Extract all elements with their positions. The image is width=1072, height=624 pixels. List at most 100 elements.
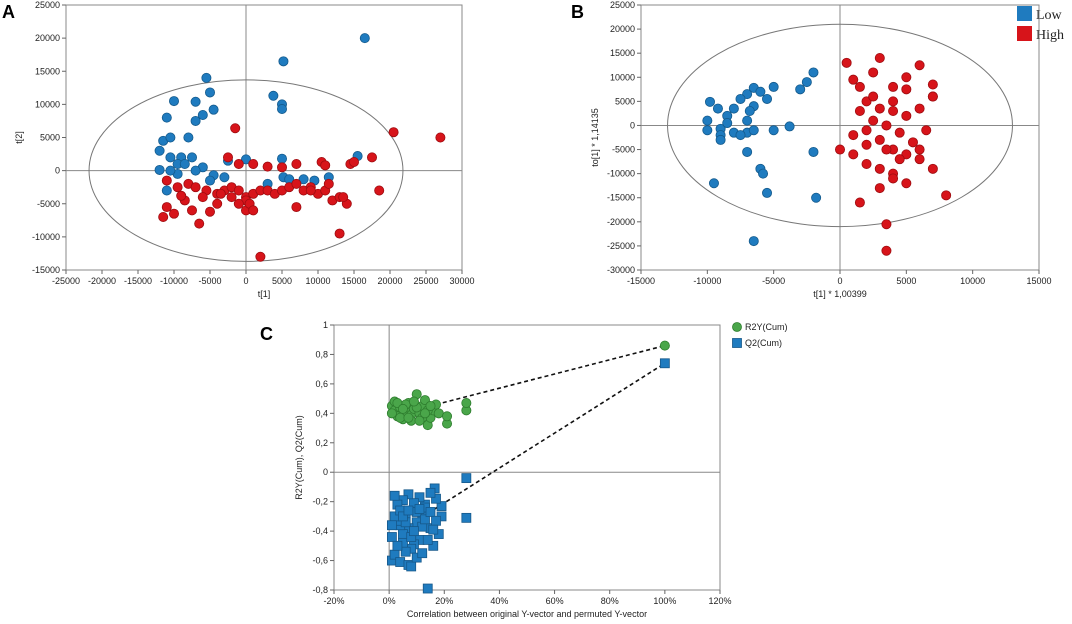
panel-c-q2-cum-point	[461, 473, 472, 484]
panel-a-high-point	[320, 160, 331, 171]
panel-c-ytick-label: 0,2	[315, 438, 328, 448]
panel-a-low-point	[298, 174, 309, 185]
panel-b-high-point	[881, 219, 892, 230]
panel-b-ytick-label: 5000	[615, 96, 635, 106]
panel-a-low-point	[219, 172, 230, 183]
panel-a-xtick-label: 30000	[449, 276, 474, 286]
panel-b-high-point	[888, 81, 899, 92]
panel-c-q2-cum-point	[414, 492, 425, 503]
panel-a-xtick-label: -20000	[88, 276, 116, 286]
panel-b-low-point	[762, 93, 773, 104]
panel-a-high-point	[161, 175, 172, 186]
panel-c-ytick-label: 0,8	[315, 349, 328, 359]
panel-b-high-point	[848, 130, 859, 141]
panel-a-xtick-label: -15000	[124, 276, 152, 286]
panel-b-low-point	[712, 103, 723, 114]
panel-c-q2-cum-point	[431, 493, 441, 504]
panel-b-low-point	[702, 125, 713, 136]
panel-a-high-point	[435, 132, 446, 143]
panel-b-ytick-label: -25000	[607, 241, 635, 251]
panel-a-low-point	[154, 145, 165, 156]
panel-c-q2-cum-point	[409, 526, 419, 537]
panel-b-low-point	[795, 84, 806, 95]
panel-b-ytick-label: -10000	[607, 169, 635, 179]
legend-c: R2Y(Cum) Q2(Cum)	[732, 322, 788, 348]
panel-b-high-point	[881, 245, 892, 256]
panel-a-ytick-label: 10000	[35, 99, 60, 109]
panel-b-high-point	[861, 125, 872, 136]
legend-r2y-label: R2Y(Cum)	[745, 322, 788, 332]
panel-c-r2y-cum-point	[414, 415, 425, 426]
panel-c-frame	[333, 324, 721, 591]
panel-c-r2y-cum-point	[433, 408, 444, 419]
panel-b-xtick-label: 10000	[960, 276, 985, 286]
panel-b-low-point	[808, 67, 819, 78]
legend-low-swatch	[1017, 6, 1032, 21]
panel-a-low-point	[204, 87, 215, 98]
panel-label-a: A	[2, 2, 15, 22]
panel-a-ytick-label: 0	[55, 166, 60, 176]
panel-c-q2-cum-point	[400, 546, 411, 557]
panel-b-high-point	[874, 103, 885, 114]
panel-b-high-point	[901, 178, 912, 189]
panel-label-b: B	[571, 2, 584, 22]
panel-b-high-point	[874, 183, 885, 194]
panel-b-low-point	[762, 187, 773, 198]
panel-b-low-point	[755, 86, 766, 97]
panel-b-xtick-label: 0	[837, 276, 842, 286]
panel-b-low-point	[742, 115, 753, 126]
legend-q2-label: Q2(Cum)	[745, 338, 782, 348]
panel-a-ytick-label: 25000	[35, 0, 60, 10]
panel-c-xtick-label: 60%	[546, 596, 564, 606]
panel-b-high-point	[861, 139, 872, 150]
panel-a-low-point	[168, 96, 179, 107]
panel-b-low-point	[735, 130, 746, 141]
panel-b-high-point	[868, 91, 879, 102]
panel-b-low-point	[768, 81, 779, 92]
panel-b-high-point	[901, 72, 912, 83]
panel-label-c: C	[260, 324, 273, 344]
panel-b-xtick-label: 5000	[896, 276, 916, 286]
panel-b-low-point	[744, 106, 755, 117]
panel-a-low-point	[165, 165, 176, 176]
panel-c-r2y-cum-point	[419, 408, 430, 419]
panel-b-low-point	[704, 96, 715, 107]
panel-b-xtick-label: 15000	[1026, 276, 1051, 286]
panel-a-low-point	[204, 175, 215, 186]
panel-b-low-point	[811, 192, 822, 203]
panel-a-low-point	[161, 185, 172, 196]
legend-low-label: Low	[1036, 8, 1063, 23]
panel-c-q2-cum-point	[417, 548, 428, 559]
panel-a-high-point	[233, 198, 244, 209]
panel-b-high-point	[927, 163, 938, 174]
panel-a-ytick-label: -10000	[32, 232, 60, 242]
panel-b-ytick-label: 15000	[610, 48, 635, 58]
panel-a-low-point	[276, 104, 287, 115]
panel-c-plot: -20% 0% 20% 40% 60% 80% 100% 120% -0,8 -0,6 -0,4 -0…	[294, 320, 732, 619]
panel-a-high-point	[291, 178, 302, 189]
panel-b-plot: -15000 -10000 -5000 0 5000 10000 15000 -30000 -2…	[590, 0, 1052, 299]
panel-a-high-point	[255, 251, 266, 262]
panel-b-ytick-label: -20000	[607, 217, 635, 227]
panel-a-high-point	[176, 190, 187, 201]
panel-b-high-point	[894, 154, 905, 165]
panel-b-high-point	[881, 144, 892, 155]
panel-b-high-point	[914, 103, 925, 114]
panel-b-high-point	[854, 106, 865, 117]
panel-b-high-point	[901, 149, 912, 160]
panel-c-ytick-label: -0,8	[312, 585, 328, 595]
panel-c-r2y-cum-point	[461, 398, 472, 409]
panel-a-ytick-label: 5000	[40, 133, 60, 143]
panel-a-high-point	[233, 158, 244, 169]
panel-c-q2-cum-point	[422, 583, 433, 594]
panel-a-ytick-label: -5000	[37, 199, 60, 209]
panel-b-high-point	[914, 154, 925, 165]
legend-high-label: High	[1036, 28, 1064, 43]
panel-a-low-point	[190, 96, 201, 107]
panel-a-hotelling-ellipse	[88, 79, 404, 262]
panel-c-xtick-label: 0%	[383, 596, 396, 606]
panel-b-high-point	[874, 134, 885, 145]
panel-b-high-point	[868, 115, 879, 126]
panel-b-high-point	[848, 149, 859, 160]
panel-b-high-point	[888, 96, 899, 107]
